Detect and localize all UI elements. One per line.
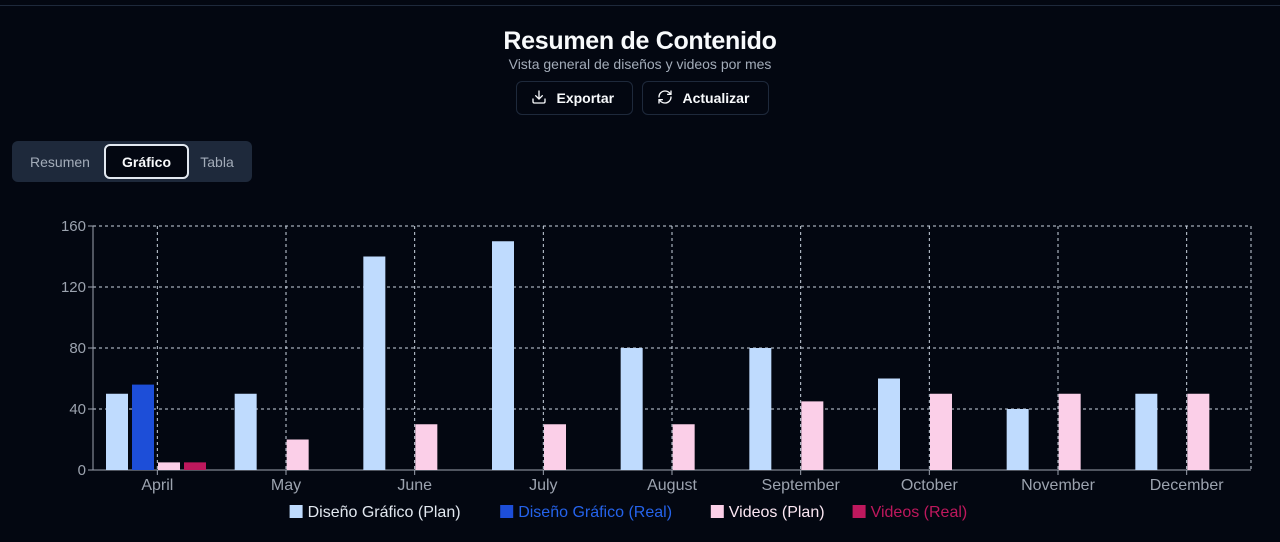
bar [1187, 393, 1210, 470]
page-subtitle: Vista general de diseños y videos por me… [508, 56, 772, 72]
bar [930, 393, 952, 470]
top-divider [0, 5, 1280, 6]
bar [286, 439, 309, 470]
download-icon [531, 89, 547, 108]
bar [1006, 409, 1029, 470]
bar [132, 384, 154, 470]
x-tick-label: August [647, 477, 697, 494]
x-tick-label: October [901, 477, 959, 494]
refresh-icon [657, 89, 673, 108]
x-tick-label: July [529, 477, 557, 494]
y-tick-label: 120 [61, 279, 86, 296]
legend-label: Videos (Real) [871, 504, 968, 521]
bar [415, 424, 438, 470]
bar [672, 424, 695, 470]
bar [620, 348, 643, 470]
refresh-button[interactable]: Actualizar [641, 81, 769, 115]
export-label: Exportar [556, 90, 615, 106]
bar [801, 401, 824, 470]
y-tick-label: 80 [69, 340, 86, 357]
view-tabs: Resumen Gráfico Tabla [12, 141, 252, 182]
bar-chart: 0 40 80 120 160 April May June July August Septemb… [61, 218, 1252, 521]
action-bar: Exportar Actualizar [0, 81, 1280, 115]
bar [1135, 393, 1158, 470]
bar [363, 256, 386, 470]
y-tick-label: 0 [78, 462, 86, 479]
bar [544, 424, 566, 470]
legend-swatch [500, 505, 514, 518]
x-tick-label: December [1150, 477, 1224, 494]
legend-label: Diseño Gráfico (Real) [518, 504, 672, 521]
export-button[interactable]: Exportar [515, 81, 633, 115]
page-title: Resumen de Contenido [503, 27, 777, 55]
tab-tabla[interactable]: Tabla [200, 153, 234, 170]
legend-label: Videos (Plan) [729, 504, 825, 521]
bar [184, 462, 206, 470]
x-tick-label: June [397, 477, 432, 494]
bar [106, 393, 128, 470]
bar [492, 241, 514, 470]
bar [234, 393, 257, 470]
tab-resumen[interactable]: Resumen [30, 153, 90, 170]
x-tick-label: November [1021, 477, 1095, 494]
bar [749, 348, 772, 470]
legend-label: Diseño Gráfico (Plan) [308, 504, 461, 521]
y-tick-label: 160 [61, 218, 86, 235]
bar [878, 378, 900, 470]
legend-swatch [710, 505, 724, 518]
refresh-label: Actualizar [682, 90, 750, 106]
y-tick-label: 40 [69, 401, 86, 418]
bar [158, 462, 180, 470]
bar [1058, 393, 1081, 470]
x-tick-label: April [141, 477, 173, 494]
page-header: Resumen de Contenido Vista general de di… [0, 26, 1280, 72]
legend-swatch [852, 505, 866, 518]
legend-swatch [289, 505, 303, 518]
x-tick-label: May [271, 477, 301, 494]
x-tick-label: September [762, 477, 841, 494]
tab-grafico[interactable]: Gráfico [104, 144, 189, 179]
